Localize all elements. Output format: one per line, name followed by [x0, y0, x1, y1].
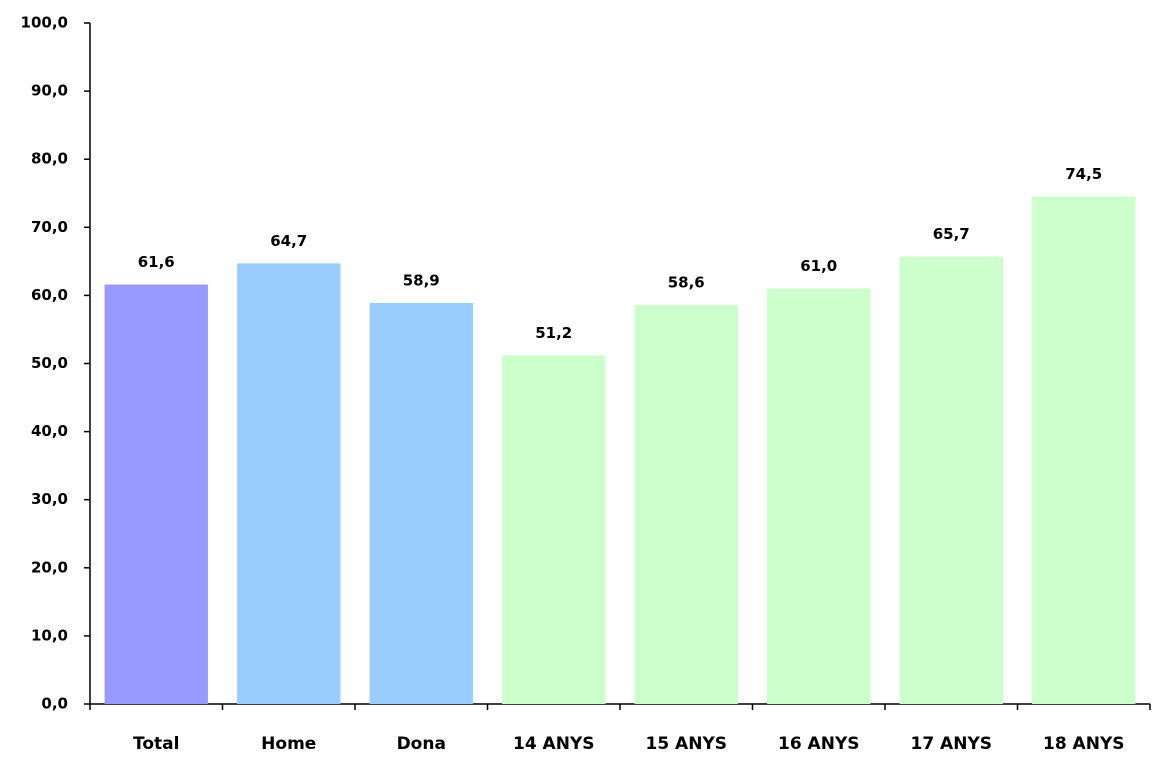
x-tick-label: Dona [397, 734, 446, 754]
y-tick-label: 10,0 [31, 626, 68, 644]
bar [1032, 196, 1136, 704]
value-label: 74,5 [1065, 165, 1102, 183]
y-tick-label: 0,0 [41, 695, 68, 713]
y-tick-label: 60,0 [31, 286, 68, 304]
x-tick-label: 14 ANYS [513, 734, 595, 754]
x-tick-label: 16 ANYS [778, 734, 860, 754]
y-tick-label: 90,0 [31, 82, 68, 100]
bar [899, 256, 1003, 704]
y-tick-label: 70,0 [31, 218, 68, 236]
value-label: 61,6 [138, 253, 175, 271]
y-tick-label: 50,0 [31, 354, 68, 372]
x-tick-label: 17 ANYS [910, 734, 992, 754]
x-tick-label: Home [261, 734, 316, 754]
value-label: 58,9 [403, 271, 440, 289]
y-tick-label: 20,0 [31, 558, 68, 576]
bar [634, 304, 738, 704]
x-tick-label: 18 ANYS [1043, 734, 1125, 754]
y-tick-label: 80,0 [31, 150, 68, 168]
bar [502, 355, 606, 704]
y-tick-label: 30,0 [31, 490, 68, 508]
bar [767, 288, 871, 704]
value-label: 61,0 [800, 257, 837, 275]
x-tick-label: Total [133, 734, 179, 754]
y-tick-label: 100,0 [21, 14, 68, 32]
value-label: 51,2 [535, 324, 572, 342]
x-tick-label: 15 ANYS [645, 734, 727, 754]
value-label: 64,7 [270, 232, 307, 250]
bar [104, 284, 208, 704]
value-label: 58,6 [668, 273, 705, 291]
bar [237, 263, 341, 704]
y-tick-label: 40,0 [31, 422, 68, 440]
value-label: 65,7 [933, 225, 970, 243]
bar [369, 302, 473, 704]
